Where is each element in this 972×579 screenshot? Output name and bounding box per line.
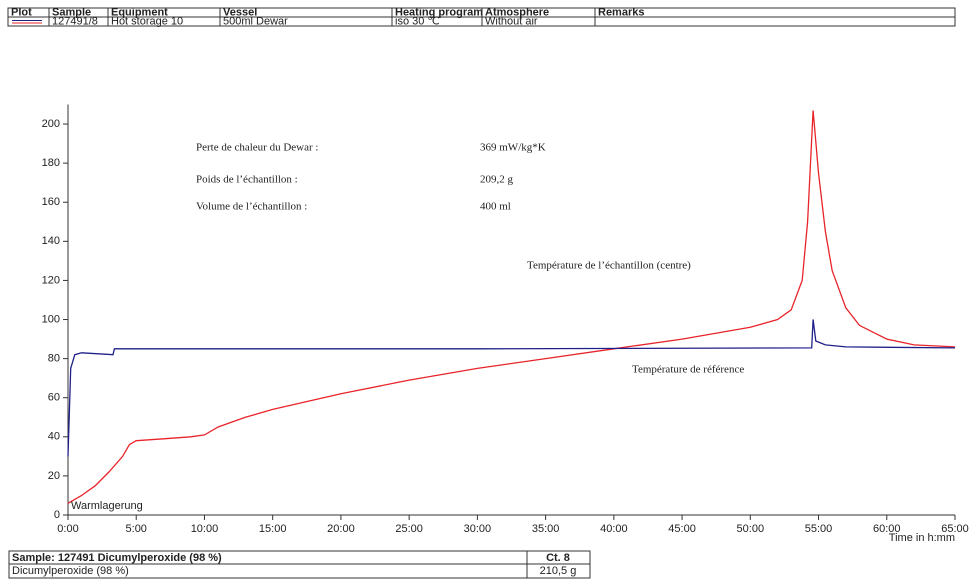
- column-header: Equipment: [111, 6, 168, 18]
- annotation: Perte de chaleur du Dewar :: [196, 142, 318, 154]
- x-axis-label: Time in h:mm: [889, 532, 955, 544]
- annotation: Warmlagerung: [71, 500, 143, 512]
- y-tick-label: 180: [42, 157, 60, 169]
- x-tick-label: 65:00: [941, 523, 969, 535]
- x-tick-label: 35:00: [532, 523, 560, 535]
- y-tick-label: 100: [42, 313, 60, 325]
- y-tick-label: 120: [42, 274, 60, 286]
- y-tick-label: 60: [48, 392, 60, 404]
- table-cell: 500ml Dewar: [223, 15, 288, 27]
- x-tick-label: 45:00: [668, 523, 696, 535]
- y-tick-label: 140: [42, 235, 60, 247]
- y-tick-label: 200: [42, 118, 60, 130]
- annotation: 209,2 g: [480, 174, 514, 186]
- series-line: [67, 319, 956, 457]
- annotation: Volume de l’échantillon :: [196, 201, 307, 213]
- column-header: Atmosphere: [485, 6, 549, 18]
- x-tick-label: 0:00: [57, 523, 78, 535]
- sample-cell: 210,5 g: [540, 565, 577, 577]
- annotation: 400 ml: [480, 201, 511, 213]
- table-cell: 127491/8: [52, 15, 98, 27]
- series-label: Température de référence: [632, 364, 744, 376]
- series-label: Température de l’échantillon (centre): [527, 260, 691, 272]
- column-header: Heating program: [395, 6, 483, 18]
- table-cell: Without air: [485, 15, 538, 27]
- x-tick-label: 15:00: [259, 523, 287, 535]
- y-tick-label: 20: [48, 470, 60, 482]
- x-tick-label: 55:00: [805, 523, 833, 535]
- y-tick-label: 40: [48, 431, 60, 443]
- column-header: Vessel: [223, 6, 257, 18]
- y-tick-label: 160: [42, 196, 60, 208]
- table-cell: Hot storage 10: [111, 15, 183, 27]
- sample-cell: Dicumylperoxide (98 %): [12, 565, 129, 577]
- x-tick-label: 50:00: [737, 523, 765, 535]
- column-header: Remarks: [598, 6, 644, 18]
- y-tick-label: 0: [54, 509, 60, 521]
- x-tick-label: 60:00: [873, 523, 901, 535]
- x-tick-label: 25:00: [395, 523, 423, 535]
- sample-header: Sample: 127491 Dicumylperoxide (98 %): [12, 552, 222, 564]
- table-cell: iso 30 ℃: [395, 15, 440, 27]
- x-tick-label: 5:00: [126, 523, 147, 535]
- series-line: [67, 110, 956, 504]
- sample-header: Ct. 8: [546, 552, 570, 564]
- x-tick-label: 30:00: [464, 523, 492, 535]
- x-tick-label: 40:00: [600, 523, 628, 535]
- annotation: 369 mW/kg*K: [480, 142, 546, 154]
- y-tick-label: 80: [48, 353, 60, 365]
- column-header: Sample: [52, 6, 91, 18]
- column-header: Plot: [11, 6, 32, 18]
- annotation: Poids de l’échantillon :: [196, 174, 298, 186]
- x-tick-label: 10:00: [191, 523, 219, 535]
- x-tick-label: 20:00: [327, 523, 355, 535]
